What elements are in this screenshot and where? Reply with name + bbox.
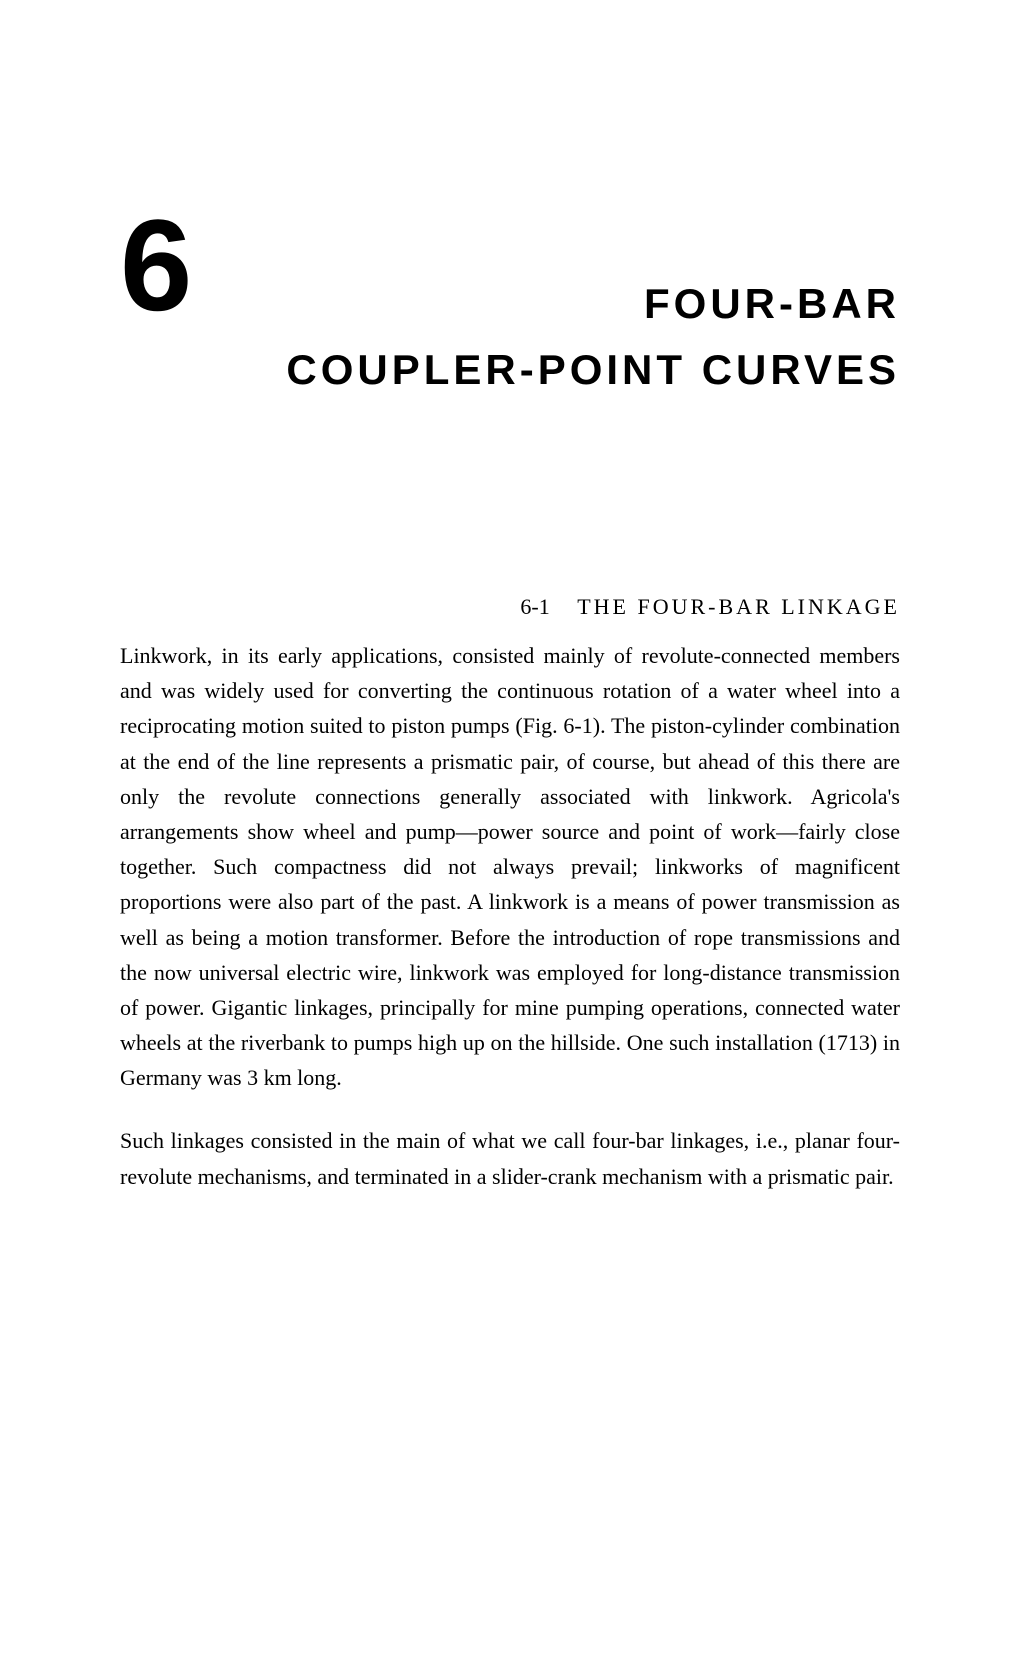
section-number: 6-1 <box>520 594 549 619</box>
body-paragraph-2: Such linkages consisted in the main of w… <box>120 1123 900 1193</box>
chapter-number: 6 <box>120 200 187 330</box>
chapter-title-line2: COUPLER-POINT CURVES <box>120 346 900 394</box>
section-heading: 6-1 THE FOUR-BAR LINKAGE <box>120 594 900 620</box>
section-title: THE FOUR-BAR LINKAGE <box>577 594 900 619</box>
chapter-header: 6 FOUR-BAR COUPLER-POINT CURVES <box>120 200 900 394</box>
chapter-title-line1: FOUR-BAR <box>120 280 900 328</box>
section-spacer <box>555 594 572 619</box>
body-paragraph-1: Linkwork, in its early applications, con… <box>120 638 900 1095</box>
